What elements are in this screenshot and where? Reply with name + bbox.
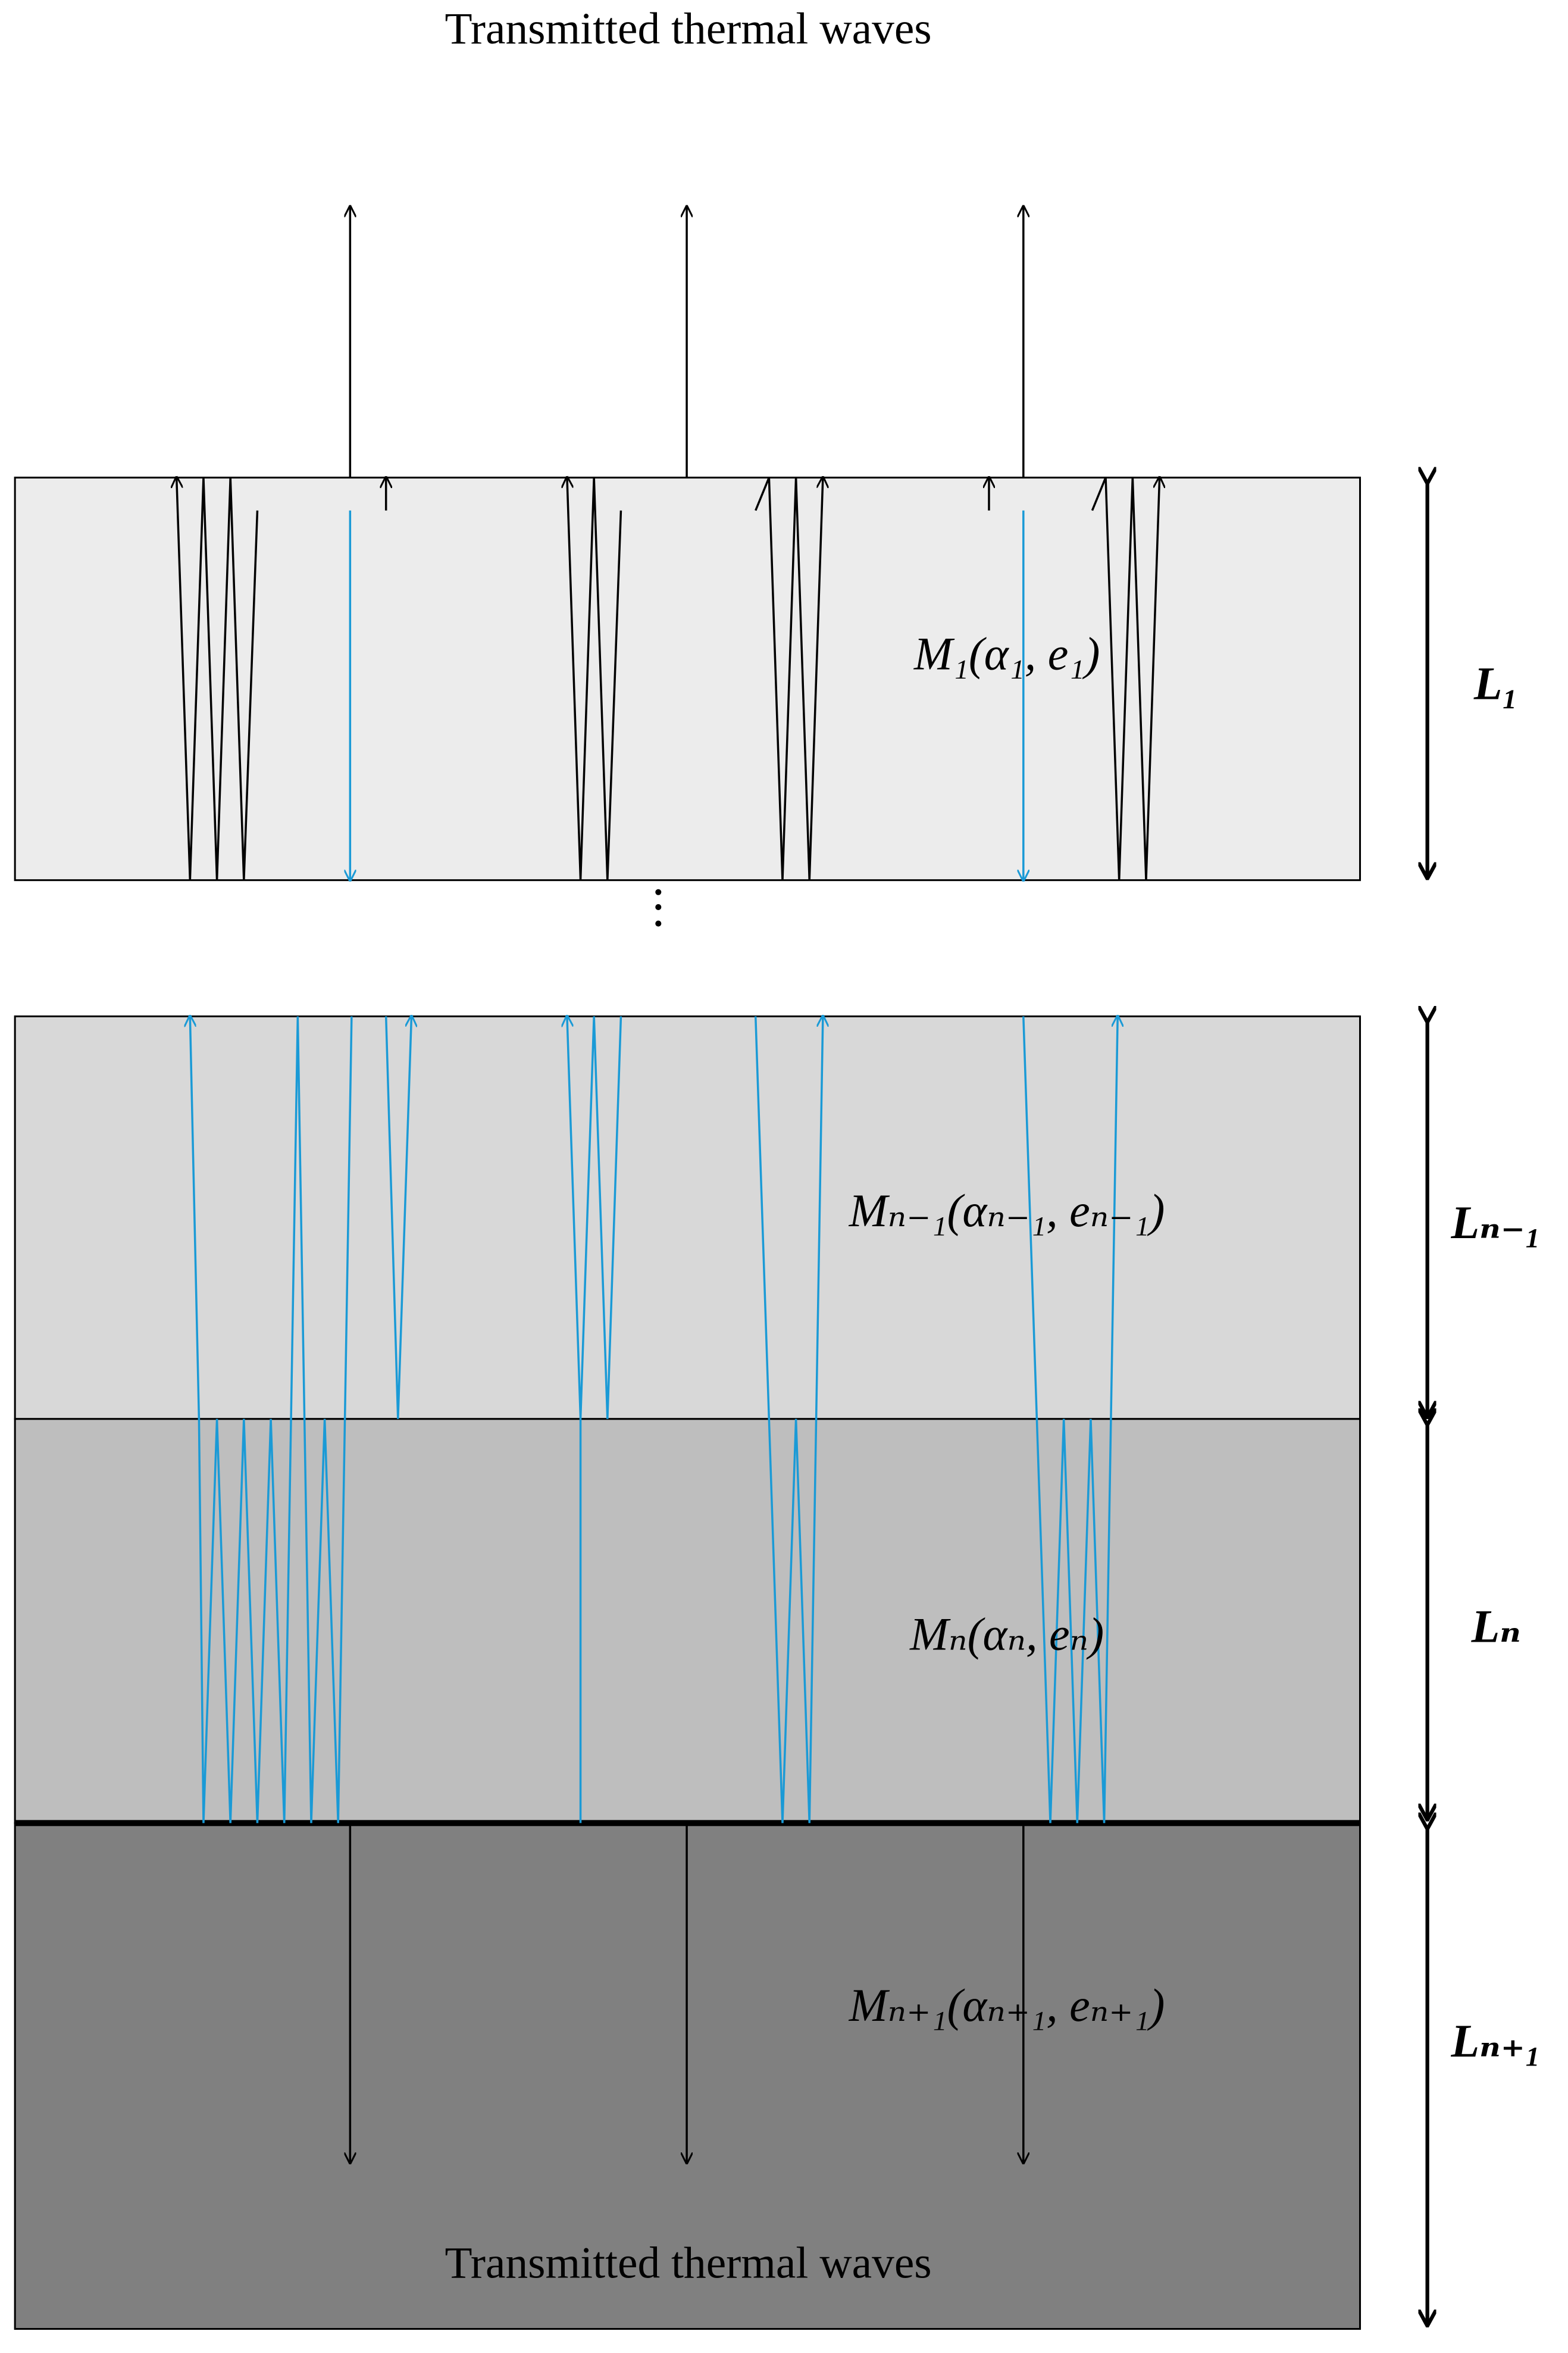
layer-label: Mₙ₊₁(αₙ₊₁, eₙ₊₁) — [849, 1980, 1165, 2031]
thickness-label: L₁ — [1473, 658, 1519, 710]
dots — [655, 889, 662, 927]
layer-label: Mₙ(αₙ, eₙ) — [909, 1608, 1104, 1660]
layer-n — [14, 1418, 1362, 1824]
top-caption: Transmitted thermal waves — [445, 4, 931, 54]
black-rays — [177, 207, 1160, 2163]
thickness-label: Lₙ₊₁ — [1451, 2015, 1542, 2067]
thickness-label: Lₙ — [1471, 1601, 1521, 1652]
thickness-label: Lₙ₋₁ — [1451, 1197, 1542, 1248]
bottom-caption: Transmitted thermal waves — [445, 2239, 931, 2288]
layer-label: M₁(α₁, e₁) — [913, 628, 1100, 679]
layer-n-1 — [14, 1015, 1362, 1420]
blue-rays — [190, 510, 1118, 1823]
layer-label: Mₙ₋₁(αₙ₋₁, eₙ₋₁) — [849, 1185, 1165, 1236]
